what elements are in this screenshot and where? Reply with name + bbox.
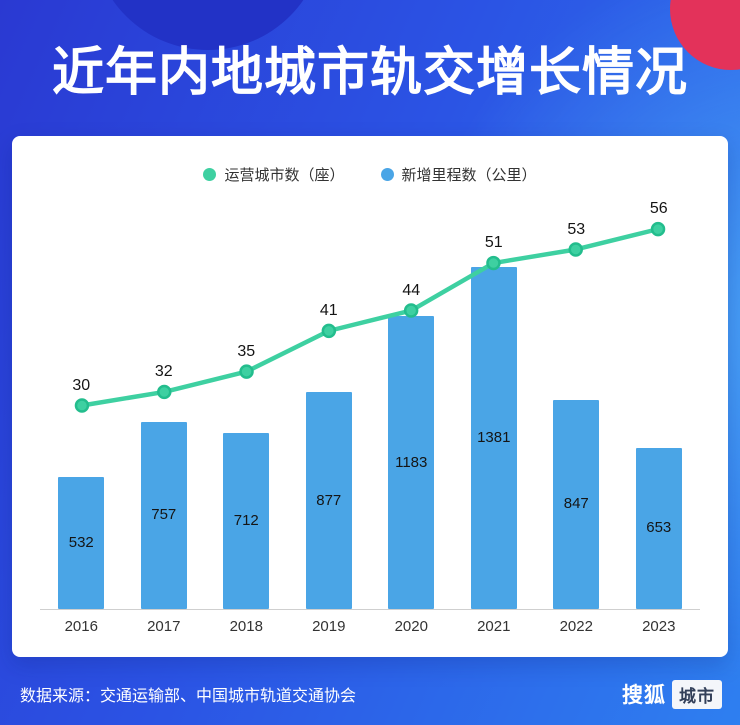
line-value-label: 41 bbox=[319, 302, 338, 320]
x-axis-labels: 2016 2017 2018 2019 2020 2021 2022 2023 bbox=[40, 618, 700, 635]
bar-value-label: 532 bbox=[68, 534, 94, 552]
line-point-2022 bbox=[568, 242, 583, 257]
bar-2019 bbox=[305, 392, 352, 609]
x-axis-label: 2017 bbox=[147, 618, 181, 635]
line-value-label: 35 bbox=[237, 343, 256, 360]
line-point-2017 bbox=[157, 384, 172, 400]
x-axis-label: 2020 bbox=[394, 618, 428, 635]
bar-value-label: 877 bbox=[316, 491, 342, 509]
bar-value-label: 1183 bbox=[395, 453, 428, 471]
line-value-label: 56 bbox=[649, 200, 668, 218]
line-value-label: 44 bbox=[402, 281, 421, 299]
line-value-label: 53 bbox=[567, 220, 586, 238]
x-axis-label: 2018 bbox=[229, 618, 263, 635]
x-axis-label: 2021 bbox=[477, 618, 511, 635]
line-point-2019 bbox=[321, 323, 337, 339]
chart-legend: 运营城市数（座） 新增里程数（公里） bbox=[12, 164, 728, 185]
line-series-svg bbox=[74, 221, 666, 413]
x-axis-label: 2022 bbox=[559, 618, 593, 635]
legend-label: 运营城市数（座） bbox=[224, 167, 345, 184]
chart-card: 运营城市数（座） 新增里程数（公里） 532 757 712 877 1183 1381 84… bbox=[12, 136, 728, 657]
logo-brand-text: 搜狐 bbox=[622, 684, 666, 707]
bar-value-label: 847 bbox=[563, 495, 589, 513]
bar-2022 bbox=[553, 399, 600, 609]
line-legend-dot-icon bbox=[203, 168, 217, 181]
data-source: 数据来源：交通运输部、中国城市轨道交通协会 bbox=[20, 688, 357, 705]
bar-legend-dot-icon bbox=[380, 168, 394, 181]
line-point-2020 bbox=[403, 303, 419, 318]
bar-value-label: 757 bbox=[151, 506, 177, 524]
x-axis-label: 2019 bbox=[312, 618, 346, 635]
line-value-label: 32 bbox=[154, 363, 173, 381]
legend-label: 新增里程数（公里） bbox=[401, 167, 537, 184]
bar-value-label: 712 bbox=[233, 511, 259, 529]
bar-2018 bbox=[223, 432, 270, 609]
line-point-2016 bbox=[74, 398, 90, 413]
line-point-2018 bbox=[239, 364, 254, 379]
page-title: 近年内地城市轨交增长情况 bbox=[51, 44, 688, 102]
legend-item-line: 运营城市数（座） bbox=[203, 164, 345, 185]
line-value-label: 30 bbox=[72, 377, 91, 394]
line-point-2023 bbox=[650, 221, 666, 237]
line-value-label: 51 bbox=[484, 234, 503, 252]
footer: 数据来源：交通运输部、中国城市轨道交通协会 搜狐 城市 bbox=[20, 679, 722, 709]
bar-2023 bbox=[635, 447, 682, 609]
logo-badge: 城市 bbox=[672, 679, 722, 709]
x-axis-label: 2016 bbox=[64, 618, 98, 635]
bar-2016 bbox=[58, 477, 105, 609]
bar-value-label: 653 bbox=[646, 519, 672, 537]
x-axis-label: 2023 bbox=[642, 618, 676, 635]
bar-value-label: 1381 bbox=[477, 429, 511, 447]
legend-item-bar: 新增里程数（公里） bbox=[380, 164, 537, 185]
bar-2017 bbox=[140, 421, 187, 609]
sohu-logo: 搜狐 城市 bbox=[622, 679, 722, 709]
chart-plot-area: 532 757 712 877 1183 1381 847 653 30 32 35 41 44 51 53… bbox=[40, 200, 700, 610]
